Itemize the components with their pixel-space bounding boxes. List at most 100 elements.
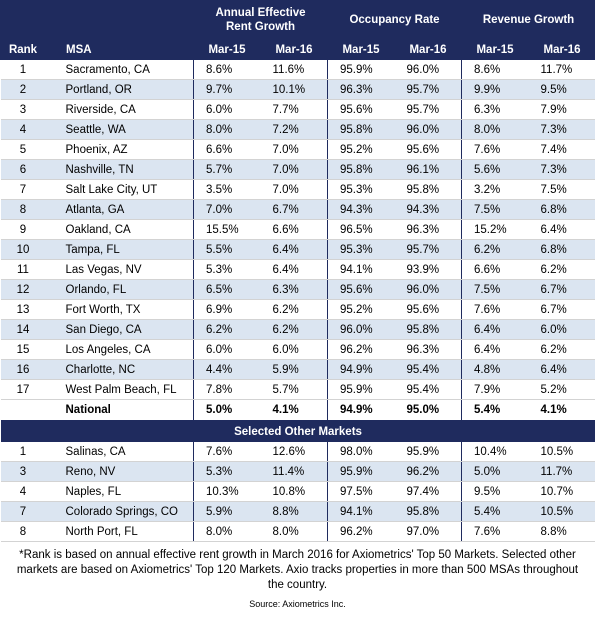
cell-rent15: 7.8% — [193, 379, 261, 400]
national-occ15: 94.9% — [327, 399, 395, 422]
cell-occ15: 95.8% — [327, 119, 395, 140]
cell-msa: Oakland, CA — [59, 219, 194, 240]
cell-msa: Fort Worth, TX — [59, 299, 194, 320]
cell-rank: 2 — [0, 79, 60, 100]
cell-rev16: 10.5% — [528, 501, 595, 522]
table-row: 12 Orlando, FL 6.5% 6.3% 95.6% 96.0% 7.5% 6.7% — [0, 279, 595, 300]
cell-occ16: 95.8% — [394, 179, 462, 200]
cell-rank: 15 — [0, 339, 60, 360]
table-row: 5 Phoenix, AZ 6.6% 7.0% 95.2% 95.6% 7.6% 7.4% — [0, 139, 595, 160]
national-occ16: 95.0% — [394, 399, 462, 422]
cell-occ15: 95.9% — [327, 379, 395, 400]
cell-occ15: 94.3% — [327, 199, 395, 220]
cell-occ15: 97.5% — [327, 481, 395, 502]
cell-rank: 7 — [0, 501, 60, 522]
column-header-row: Rank MSA Mar-15 Mar-16 Mar-15 Mar-16 Mar… — [0, 39, 595, 60]
cell-occ15: 95.6% — [327, 279, 395, 300]
cell-rent16: 11.4% — [260, 461, 328, 482]
cell-rank: 8 — [0, 199, 60, 220]
table-row: 4 Seattle, WA 8.0% 7.2% 95.8% 96.0% 8.0% 7.3% — [0, 119, 595, 140]
cell-rent15: 5.3% — [193, 259, 261, 280]
cell-msa: Sacramento, CA — [59, 59, 194, 80]
cell-occ15: 96.5% — [327, 219, 395, 240]
cell-rev16: 7.3% — [528, 159, 595, 180]
cell-rank: 12 — [0, 279, 60, 300]
cell-rev15: 3.2% — [461, 179, 529, 200]
cell-occ16: 95.6% — [394, 299, 462, 320]
table-row: 7 Salt Lake City, UT 3.5% 7.0% 95.3% 95.8% 3.2… — [0, 179, 595, 200]
cell-rank: 14 — [0, 319, 60, 340]
cell-rent15: 6.6% — [193, 139, 261, 160]
table-row: 3 Riverside, CA 6.0% 7.7% 95.6% 95.7% 6.3% 7.9% — [0, 99, 595, 120]
cell-occ15: 95.3% — [327, 239, 395, 260]
table-row: 10 Tampa, FL 5.5% 6.4% 95.3% 95.7% 6.2% 6.8% — [0, 239, 595, 260]
cell-occ15: 95.2% — [327, 299, 395, 320]
national-rent16: 4.1% — [260, 399, 328, 422]
cell-rank: 1 — [0, 59, 60, 80]
table-row: 3 Reno, NV 5.3% 11.4% 95.9% 96.2% 5.0% 11.7% — [0, 461, 595, 482]
cell-msa: Atlanta, GA — [59, 199, 194, 220]
table-row: 14 San Diego, CA 6.2% 6.2% 96.0% 95.8% 6.4% 6.0… — [0, 319, 595, 340]
header-rent-growth: Annual Effective Rent Growth — [192, 0, 329, 40]
cell-rev16: 6.7% — [528, 279, 595, 300]
cell-rev15: 6.2% — [461, 239, 529, 260]
cell-occ15: 96.3% — [327, 79, 395, 100]
cell-rev16: 7.5% — [528, 179, 595, 200]
cell-occ16: 95.7% — [394, 239, 462, 260]
cell-rent16: 6.2% — [260, 319, 328, 340]
cell-rev16: 10.7% — [528, 481, 595, 502]
table-row: 6 Nashville, TN 5.7% 7.0% 95.8% 96.1% 5.6% 7.3% — [0, 159, 595, 180]
table-row: 13 Fort Worth, TX 6.9% 6.2% 95.2% 95.6% 7.6% 6.… — [0, 299, 595, 320]
cell-rent15: 7.0% — [193, 199, 261, 220]
cell-occ15: 94.1% — [327, 501, 395, 522]
cell-occ16: 97.0% — [394, 521, 462, 542]
cell-rent16: 6.4% — [260, 259, 328, 280]
cell-msa: Los Angeles, CA — [59, 339, 194, 360]
cell-rent15: 15.5% — [193, 219, 261, 240]
cell-occ16: 95.4% — [394, 379, 462, 400]
cell-rent15: 7.6% — [193, 442, 261, 462]
national-rev16: 4.1% — [528, 399, 595, 422]
cell-occ15: 96.2% — [327, 521, 395, 542]
cell-rent16: 5.9% — [260, 359, 328, 380]
cell-rev16: 9.5% — [528, 79, 595, 100]
table-row: 1 Salinas, CA 7.6% 12.6% 98.0% 95.9% 10.4% 10.5… — [0, 442, 595, 462]
cell-msa: Portland, OR — [59, 79, 194, 100]
cell-occ15: 95.6% — [327, 99, 395, 120]
cell-rev16: 6.4% — [528, 359, 595, 380]
cell-rent16: 6.7% — [260, 199, 328, 220]
cell-msa: North Port, FL — [59, 521, 194, 542]
cell-rank: 3 — [0, 99, 60, 120]
cell-msa: Riverside, CA — [59, 99, 194, 120]
table-row: 4 Naples, FL 10.3% 10.8% 97.5% 97.4% 9.5% 10.7% — [0, 481, 595, 502]
cell-rev16: 7.3% — [528, 119, 595, 140]
cell-msa: Phoenix, AZ — [59, 139, 194, 160]
cell-occ15: 96.2% — [327, 339, 395, 360]
cell-occ16: 96.1% — [394, 159, 462, 180]
cell-rent15: 6.0% — [193, 99, 261, 120]
cell-rank: 10 — [0, 239, 60, 260]
table-row: 1 Sacramento, CA 8.6% 11.6% 95.9% 96.0% 8.6% 11… — [0, 59, 595, 80]
cell-rev15: 6.4% — [461, 339, 529, 360]
table-row: 7 Colorado Springs, CO 5.9% 8.8% 94.1% 95.8% 5… — [0, 501, 595, 522]
cell-rent16: 6.0% — [260, 339, 328, 360]
cell-occ16: 93.9% — [394, 259, 462, 280]
group-header-row: Annual Effective Rent Growth Occupancy R… — [0, 0, 595, 40]
cell-msa: Colorado Springs, CO — [59, 501, 194, 522]
cell-rev15: 5.6% — [461, 159, 529, 180]
cell-rent16: 8.0% — [260, 521, 328, 542]
cell-msa: Tampa, FL — [59, 239, 194, 260]
cell-rev15: 9.5% — [461, 481, 529, 502]
cell-rent16: 7.0% — [260, 139, 328, 160]
cell-occ15: 96.0% — [327, 319, 395, 340]
cell-rent16: 10.8% — [260, 481, 328, 502]
cell-rank: 17 — [0, 379, 60, 400]
cell-rent15: 5.9% — [193, 501, 261, 522]
cell-rent15: 4.4% — [193, 359, 261, 380]
cell-rent16: 8.8% — [260, 501, 328, 522]
cell-msa: Las Vegas, NV — [59, 259, 194, 280]
cell-msa: Naples, FL — [59, 481, 194, 502]
cell-occ16: 94.3% — [394, 199, 462, 220]
cell-occ15: 95.9% — [327, 461, 395, 482]
table-row: 2 Portland, OR 9.7% 10.1% 96.3% 95.7% 9.9% 9.5% — [0, 79, 595, 100]
